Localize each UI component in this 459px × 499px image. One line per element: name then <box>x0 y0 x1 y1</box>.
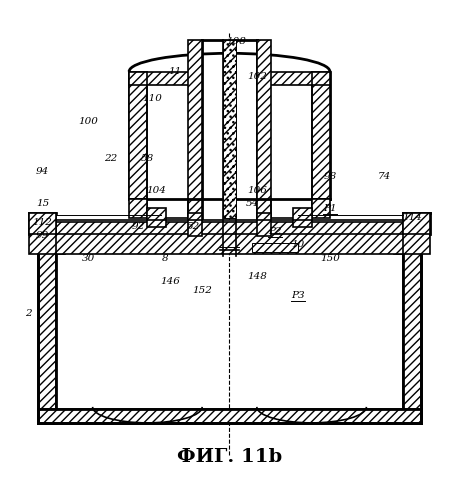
Text: 99: 99 <box>36 232 49 241</box>
Polygon shape <box>129 71 147 199</box>
Polygon shape <box>189 213 202 236</box>
Text: 94: 94 <box>36 168 49 177</box>
Text: 98: 98 <box>323 172 336 181</box>
Text: 108: 108 <box>226 37 246 46</box>
Text: 2: 2 <box>25 309 32 318</box>
Polygon shape <box>129 199 147 218</box>
Text: 146: 146 <box>160 277 180 286</box>
Text: 74: 74 <box>378 172 391 181</box>
Text: 150: 150 <box>320 254 340 263</box>
Polygon shape <box>394 231 430 254</box>
Text: 15: 15 <box>36 200 49 209</box>
Polygon shape <box>252 243 298 252</box>
Text: 114: 114 <box>402 213 422 222</box>
Polygon shape <box>38 409 421 423</box>
Text: 102: 102 <box>247 72 267 81</box>
Polygon shape <box>29 213 56 234</box>
Polygon shape <box>189 39 202 218</box>
Polygon shape <box>312 71 330 199</box>
Polygon shape <box>56 222 403 234</box>
Polygon shape <box>38 250 421 423</box>
Polygon shape <box>403 213 430 234</box>
Text: 104: 104 <box>146 186 167 195</box>
Text: 148: 148 <box>247 272 267 281</box>
Text: 10: 10 <box>291 241 305 250</box>
Text: 22: 22 <box>104 154 118 163</box>
Text: P1: P1 <box>323 204 337 213</box>
Polygon shape <box>293 209 312 227</box>
Text: 152: 152 <box>192 286 212 295</box>
Polygon shape <box>38 250 56 423</box>
Polygon shape <box>403 250 421 423</box>
Text: 54: 54 <box>246 200 259 209</box>
Text: 112: 112 <box>33 218 52 227</box>
Polygon shape <box>29 231 65 254</box>
Text: 30: 30 <box>81 254 95 263</box>
Text: 100: 100 <box>78 117 98 126</box>
Text: 110: 110 <box>142 94 162 103</box>
Polygon shape <box>257 71 330 85</box>
Text: 11: 11 <box>168 67 181 76</box>
Polygon shape <box>257 213 270 236</box>
Polygon shape <box>147 209 166 227</box>
Polygon shape <box>129 71 202 85</box>
Text: 106: 106 <box>247 186 267 195</box>
Text: 52: 52 <box>186 222 200 231</box>
Text: P2: P2 <box>269 227 282 236</box>
Polygon shape <box>312 199 330 218</box>
Text: P3: P3 <box>291 290 305 299</box>
Polygon shape <box>56 231 403 254</box>
Text: 8: 8 <box>162 254 169 263</box>
Text: 92: 92 <box>132 222 145 231</box>
Text: ФИГ. 11b: ФИГ. 11b <box>177 448 282 466</box>
Polygon shape <box>223 39 236 218</box>
Polygon shape <box>257 39 270 218</box>
Text: 58: 58 <box>141 154 154 163</box>
